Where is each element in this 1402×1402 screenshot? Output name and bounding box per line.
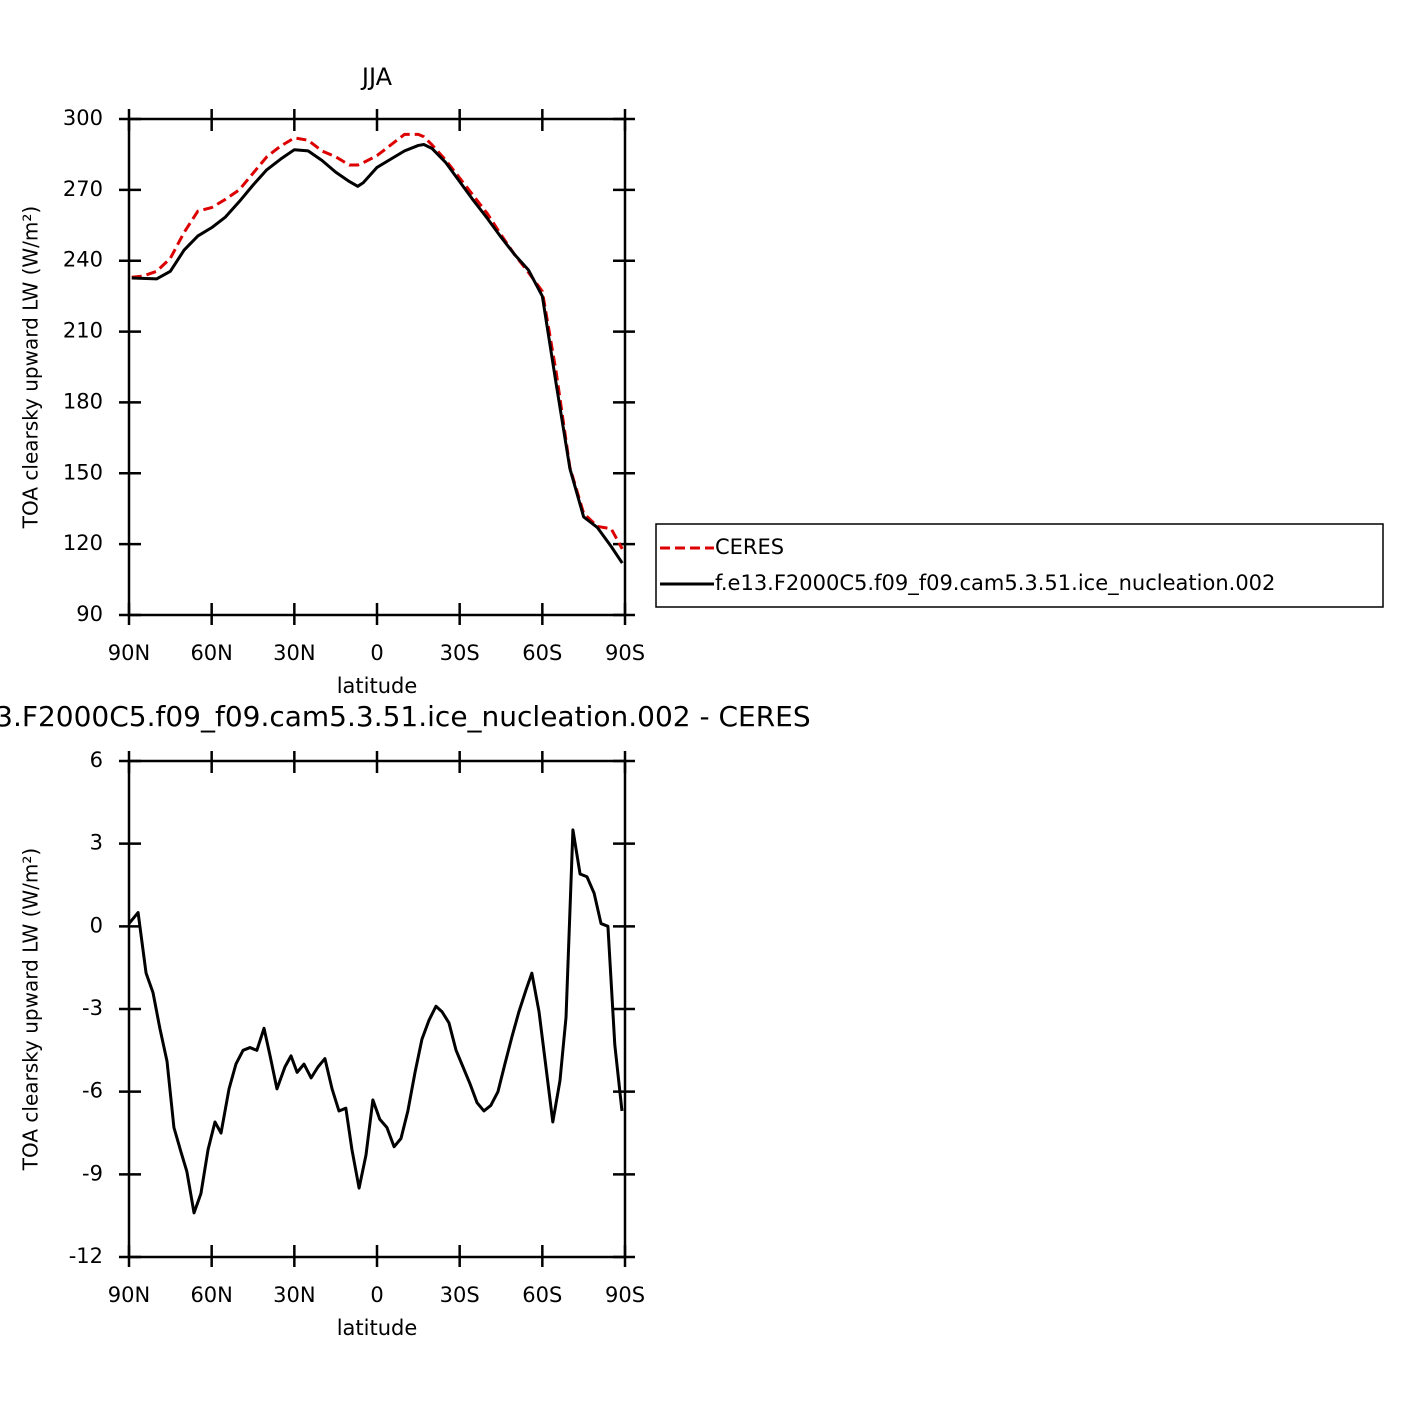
y-tick-label: 3 — [90, 831, 103, 855]
x-tick-label: 60N — [190, 1283, 232, 1307]
legend-label: f.e13.F2000C5.f09_f09.cam5.3.51.ice_nucl… — [715, 571, 1275, 596]
plot-frame — [127, 759, 627, 1259]
chart-title: f.e13.F2000C5.f09_f09.cam5.3.51.ice_nucl… — [0, 700, 811, 733]
x-tick-label: 0 — [370, 641, 383, 665]
y-tick-label: 180 — [63, 389, 103, 413]
y-tick-label: 150 — [63, 460, 103, 484]
y-tick-label: 210 — [63, 319, 103, 343]
x-tick-label: 30S — [440, 1283, 480, 1307]
y-tick-label: 120 — [63, 531, 103, 555]
y-axis-label: TOA clearsky upward LW (W/m²) — [19, 848, 43, 1171]
x-axis-label: latitude — [337, 674, 418, 698]
x-tick-label: 90N — [108, 641, 150, 665]
y-tick-label: -3 — [82, 996, 103, 1020]
x-tick-label: 30S — [440, 641, 480, 665]
y-tick-label: -9 — [82, 1161, 103, 1185]
x-tick-label: 60S — [522, 641, 562, 665]
x-tick-label: 60S — [522, 1283, 562, 1307]
x-tick-label: 30N — [273, 641, 315, 665]
chart-title: JJA — [360, 63, 393, 91]
x-axis-label: latitude — [337, 1316, 418, 1340]
x-tick-label: 0 — [370, 1283, 383, 1307]
y-tick-label: 6 — [90, 748, 103, 772]
x-tick-label: 60N — [190, 641, 232, 665]
x-tick-label: 90N — [108, 1283, 150, 1307]
x-tick-label: 30N — [273, 1283, 315, 1307]
y-tick-label: -6 — [82, 1079, 103, 1103]
y-tick-label: 0 — [90, 913, 103, 937]
legend-box — [655, 523, 1384, 608]
y-tick-label: 300 — [63, 106, 103, 130]
y-tick-label: 90 — [76, 602, 103, 626]
y-tick-label: -12 — [69, 1244, 103, 1268]
y-axis-label: TOA clearsky upward LW (W/m²) — [19, 206, 43, 529]
y-tick-label: 240 — [63, 248, 103, 272]
data-line — [127, 828, 624, 1215]
x-tick-label: 90S — [605, 1283, 645, 1307]
plot-frame — [127, 117, 627, 617]
data-line — [131, 143, 624, 564]
legend-label: CERES — [715, 535, 784, 559]
x-tick-label: 90S — [605, 641, 645, 665]
y-tick-label: 270 — [63, 177, 103, 201]
